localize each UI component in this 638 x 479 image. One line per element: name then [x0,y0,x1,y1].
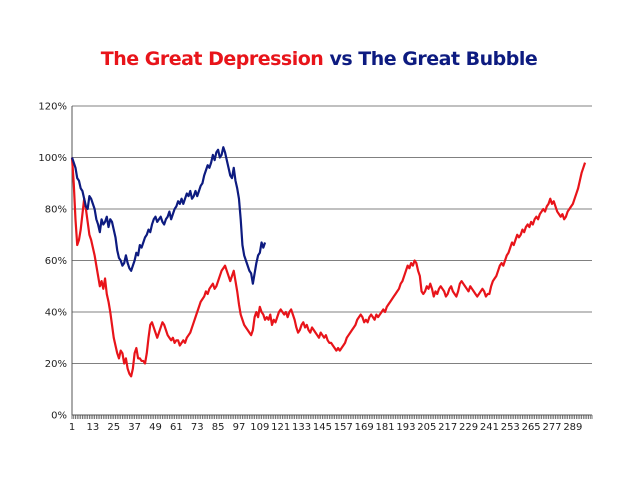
x-tick-label: 169 [355,422,374,433]
y-tick-label: 100% [38,153,67,164]
x-tick-label: 265 [522,422,541,433]
tick-labels: 0% 20% 40% 60% 80% 100% 120% 1 13 25 37 49 61 73 85 97 1… [38,102,582,434]
y-tick-label: 0% [51,411,67,422]
y-tick-label: 80% [45,205,67,216]
x-tick-label: 25 [107,422,120,433]
chart-title-bubble: The Great Bubble [358,48,538,70]
x-tick-label: 109 [250,422,269,433]
series-line-2 [70,146,267,285]
x-tick-label: 121 [271,422,290,433]
x-tick-label: 49 [149,422,162,433]
axes [71,106,593,419]
x-tick-label: 61 [170,422,183,433]
x-tick-label: 253 [501,422,520,433]
x-tick-label: 37 [128,422,141,433]
gridlines [72,105,592,364]
x-tick-label: 289 [563,422,582,433]
x-tick-label: 205 [417,422,436,433]
x-tick-label: 1 [69,422,75,433]
x-tick-marks [71,415,593,419]
x-tick-label: 181 [375,422,394,433]
x-tick-label: 229 [459,422,478,433]
chart-title: The Great Depression vs The Great Bubble [0,48,638,70]
chart-title-vs: vs [323,48,359,70]
x-tick-label: 193 [396,422,415,433]
y-tick-label: 20% [45,359,67,370]
series-line-1 [70,157,587,378]
y-tick-label: 60% [45,256,67,267]
x-tick-label: 145 [313,422,332,433]
x-tick-label: 97 [233,422,246,433]
x-tick-label: 85 [212,422,225,433]
x-tick-label: 277 [542,422,561,433]
series [70,146,587,378]
x-tick-label: 217 [438,422,457,433]
chart-title-depression: The Great Depression [100,48,324,70]
x-tick-label: 73 [191,422,204,433]
y-tick-label: 40% [45,308,67,319]
x-tick-label: 157 [334,422,353,433]
x-tick-label: 241 [480,422,499,433]
x-tick-label: 13 [87,422,100,433]
x-tick-label: 133 [292,422,311,433]
y-tick-label: 120% [38,102,67,113]
